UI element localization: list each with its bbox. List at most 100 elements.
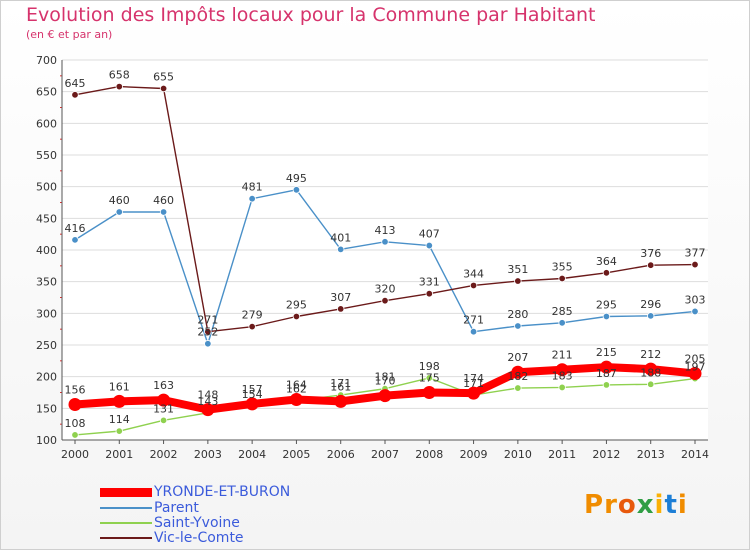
y-tick-label: 450 <box>36 212 57 225</box>
x-tick-label: 2006 <box>327 448 355 461</box>
data-point-parent <box>159 208 168 216</box>
data-label-parent: 303 <box>685 293 706 306</box>
data-label-saint-yvoine: 162 <box>286 383 307 396</box>
y-tick-label: 200 <box>36 371 57 384</box>
data-label-saint-yvoine: 198 <box>419 360 440 373</box>
data-label-vic-le-comte: 658 <box>109 69 130 82</box>
data-point-saint-yvoine <box>115 427 123 435</box>
data-label-yronde-et-buron: 164 <box>286 378 307 391</box>
data-point-vic-le-comte <box>691 260 699 269</box>
data-label-vic-le-comte: 320 <box>375 283 396 296</box>
legend-item-parent: Parent <box>100 500 199 516</box>
data-label-yronde-et-buron: 212 <box>640 348 661 361</box>
legend-item-vic-le-comte: Vic-le-Comte <box>100 530 244 546</box>
data-point-parent <box>558 319 566 327</box>
data-label-parent: 285 <box>552 305 573 318</box>
data-point-parent <box>292 186 301 194</box>
data-point-vic-le-comte <box>159 84 168 93</box>
data-point-yronde-et-buron <box>289 392 303 406</box>
legend-swatch-yronde <box>100 487 152 497</box>
data-label-parent: 296 <box>640 298 661 311</box>
data-point-yronde-et-buron <box>157 393 171 407</box>
data-label-parent: 481 <box>242 181 263 194</box>
data-point-vic-le-comte <box>292 312 301 321</box>
y-tick-label: 650 <box>36 86 57 99</box>
data-label-vic-le-comte: 355 <box>552 261 573 274</box>
data-point-yronde-et-buron <box>112 394 126 408</box>
legend-swatch-parent <box>100 507 152 509</box>
data-point-yronde-et-buron <box>68 398 82 412</box>
y-tick-label: 250 <box>36 339 57 352</box>
chart-subtitle: (en € et par an) <box>26 28 113 41</box>
data-point-yronde-et-buron <box>201 403 215 417</box>
data-label-yronde-et-buron: 175 <box>419 372 440 385</box>
y-tick-label: 150 <box>36 402 57 415</box>
data-point-yronde-et-buron <box>467 386 481 400</box>
y-tick-label: 100 <box>36 434 57 447</box>
data-point-yronde-et-buron <box>334 394 348 408</box>
data-point-saint-yvoine <box>159 416 168 425</box>
data-point-vic-le-comte <box>71 91 79 99</box>
data-label-vic-le-comte: 655 <box>153 71 174 84</box>
legend-label-parent: Parent <box>154 500 199 516</box>
data-label-yronde-et-buron: 215 <box>596 346 617 359</box>
data-point-parent <box>204 340 212 348</box>
data-label-parent: 271 <box>463 314 484 327</box>
x-tick-label: 2014 <box>681 448 709 461</box>
data-label-vic-le-comte: 271 <box>197 314 218 327</box>
data-label-parent: 252 <box>197 326 218 339</box>
x-tick-label: 2007 <box>371 448 399 461</box>
data-label-parent: 407 <box>419 228 440 241</box>
data-label-saint-yvoine: 131 <box>153 402 174 415</box>
data-point-parent <box>469 328 478 336</box>
x-tick-label: 2000 <box>61 448 89 461</box>
data-point-saint-yvoine <box>647 380 655 388</box>
data-point-saint-yvoine <box>514 384 522 392</box>
logo-letter: x <box>636 490 655 520</box>
logo-letter: t <box>664 490 678 520</box>
x-tick-label: 2001 <box>105 448 133 461</box>
legend-label-vic-le-comte: Vic-le-Comte <box>154 530 244 546</box>
data-point-yronde-et-buron <box>511 365 525 379</box>
data-label-yronde-et-buron: 156 <box>65 384 86 397</box>
data-label-parent: 413 <box>375 224 396 237</box>
data-point-vic-le-comte <box>248 322 256 331</box>
data-label-yronde-et-buron: 205 <box>685 353 706 366</box>
data-point-yronde-et-buron <box>422 386 436 399</box>
data-point-parent <box>381 238 389 246</box>
data-point-vic-le-comte <box>514 277 522 285</box>
data-point-parent <box>425 241 433 250</box>
y-tick-label: 700 <box>36 54 57 67</box>
data-point-vic-le-comte <box>647 261 655 269</box>
data-point-parent <box>115 208 123 216</box>
data-label-vic-le-comte: 307 <box>330 291 351 304</box>
data-point-vic-le-comte <box>337 305 345 313</box>
data-point-vic-le-comte <box>425 290 433 298</box>
x-tick-label: 2009 <box>460 448 488 461</box>
data-label-yronde-et-buron: 170 <box>375 375 396 388</box>
data-label-yronde-et-buron: 157 <box>242 383 263 396</box>
x-tick-label: 2013 <box>637 448 665 461</box>
data-point-yronde-et-buron <box>688 367 702 380</box>
data-label-parent: 401 <box>330 231 351 244</box>
data-point-vic-le-comte <box>469 281 478 290</box>
data-label-parent: 495 <box>286 172 307 185</box>
data-point-yronde-et-buron <box>245 397 259 411</box>
data-label-saint-yvoine: 108 <box>65 417 86 430</box>
data-point-vic-le-comte <box>204 328 212 336</box>
data-point-vic-le-comte <box>602 269 611 277</box>
data-label-saint-yvoine: 171 <box>330 377 351 390</box>
data-label-vic-le-comte: 376 <box>640 247 661 260</box>
data-label-vic-le-comte: 344 <box>463 267 484 280</box>
x-tick-label: 2010 <box>504 448 532 461</box>
data-label-parent: 280 <box>507 308 528 321</box>
data-point-saint-yvoine <box>558 383 566 392</box>
legend-swatch-saint-yvoine <box>100 522 152 524</box>
data-point-yronde-et-buron <box>555 363 569 377</box>
legend-label-yronde: YRONDE-ET-BURON <box>154 484 291 500</box>
x-tick-label: 2005 <box>282 448 310 461</box>
data-label-saint-yvoine: 197 <box>685 361 706 374</box>
logo-letter: o <box>617 490 637 520</box>
data-label-saint-yvoine: 154 <box>242 388 263 401</box>
y-tick-label: 300 <box>36 307 57 320</box>
